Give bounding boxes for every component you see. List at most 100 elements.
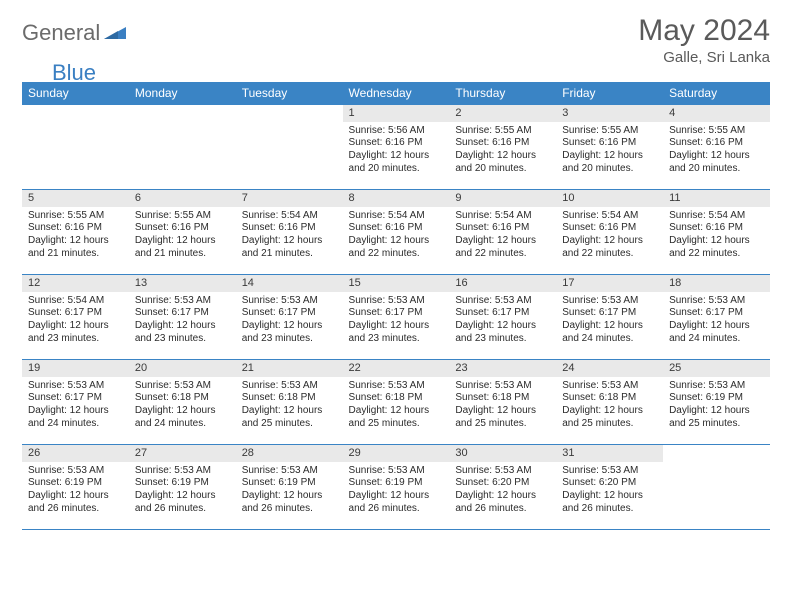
sunrise-line: Sunrise: 5:53 AM	[28, 465, 123, 478]
daylight-line: Daylight: 12 hours and 22 minutes.	[669, 235, 764, 261]
daylight-line: Daylight: 12 hours and 25 minutes.	[455, 405, 550, 431]
sunrise-line: Sunrise: 5:53 AM	[242, 465, 337, 478]
day-content-cell: Sunrise: 5:53 AMSunset: 6:19 PMDaylight:…	[343, 462, 450, 530]
day-number-cell: 15	[343, 275, 450, 292]
day-number-cell: 1	[343, 105, 450, 122]
daynum-row: 1234	[22, 105, 770, 122]
sunrise-line: Sunrise: 5:54 AM	[28, 295, 123, 308]
day-number-cell: 4	[663, 105, 770, 122]
calendar-table: SundayMondayTuesdayWednesdayThursdayFrid…	[22, 82, 770, 530]
day-content-cell: Sunrise: 5:53 AMSunset: 6:19 PMDaylight:…	[663, 377, 770, 445]
day-number-cell	[236, 105, 343, 122]
day-number-cell: 28	[236, 445, 343, 462]
day-number-cell: 27	[129, 445, 236, 462]
sunset-line: Sunset: 6:18 PM	[562, 392, 657, 405]
day-content-cell: Sunrise: 5:55 AMSunset: 6:16 PMDaylight:…	[22, 207, 129, 275]
day-number-cell: 20	[129, 360, 236, 377]
sunrise-line: Sunrise: 5:53 AM	[349, 465, 444, 478]
sunset-line: Sunset: 6:16 PM	[28, 222, 123, 235]
daylight-line: Daylight: 12 hours and 25 minutes.	[242, 405, 337, 431]
day-content-cell: Sunrise: 5:53 AMSunset: 6:17 PMDaylight:…	[343, 292, 450, 360]
day-content-cell: Sunrise: 5:53 AMSunset: 6:17 PMDaylight:…	[663, 292, 770, 360]
sunrise-line: Sunrise: 5:54 AM	[242, 210, 337, 223]
logo-text-general: General	[22, 20, 100, 46]
day-content-cell: Sunrise: 5:53 AMSunset: 6:18 PMDaylight:…	[556, 377, 663, 445]
daylight-line: Daylight: 12 hours and 21 minutes.	[242, 235, 337, 261]
day-number-cell: 22	[343, 360, 450, 377]
sunset-line: Sunset: 6:16 PM	[455, 137, 550, 150]
daylight-line: Daylight: 12 hours and 25 minutes.	[669, 405, 764, 431]
day-number-cell: 9	[449, 190, 556, 207]
day-content-cell: Sunrise: 5:55 AMSunset: 6:16 PMDaylight:…	[663, 122, 770, 190]
day-number-cell: 16	[449, 275, 556, 292]
daynum-row: 12131415161718	[22, 275, 770, 292]
sunrise-line: Sunrise: 5:53 AM	[455, 380, 550, 393]
day-content-cell: Sunrise: 5:53 AMSunset: 6:18 PMDaylight:…	[129, 377, 236, 445]
day-number-cell: 5	[22, 190, 129, 207]
day-content-cell: Sunrise: 5:53 AMSunset: 6:18 PMDaylight:…	[449, 377, 556, 445]
daylight-line: Daylight: 12 hours and 21 minutes.	[28, 235, 123, 261]
sunrise-line: Sunrise: 5:56 AM	[349, 125, 444, 138]
day-content-cell: Sunrise: 5:53 AMSunset: 6:17 PMDaylight:…	[129, 292, 236, 360]
day-content-cell: Sunrise: 5:53 AMSunset: 6:19 PMDaylight:…	[236, 462, 343, 530]
daylight-line: Daylight: 12 hours and 22 minutes.	[562, 235, 657, 261]
day-number-cell: 18	[663, 275, 770, 292]
content-row: Sunrise: 5:56 AMSunset: 6:16 PMDaylight:…	[22, 122, 770, 190]
daylight-line: Daylight: 12 hours and 24 minutes.	[669, 320, 764, 346]
day-number-cell: 21	[236, 360, 343, 377]
sunset-line: Sunset: 6:17 PM	[455, 307, 550, 320]
day-number-cell: 14	[236, 275, 343, 292]
sunrise-line: Sunrise: 5:53 AM	[349, 295, 444, 308]
daylight-line: Daylight: 12 hours and 26 minutes.	[562, 490, 657, 516]
logo-mark-icon	[104, 23, 126, 44]
sunset-line: Sunset: 6:16 PM	[562, 222, 657, 235]
day-number-cell	[129, 105, 236, 122]
sunset-line: Sunset: 6:16 PM	[349, 137, 444, 150]
sunrise-line: Sunrise: 5:53 AM	[242, 380, 337, 393]
sunrise-line: Sunrise: 5:53 AM	[135, 465, 230, 478]
day-number-cell: 10	[556, 190, 663, 207]
day-content-cell: Sunrise: 5:53 AMSunset: 6:19 PMDaylight:…	[22, 462, 129, 530]
content-row: Sunrise: 5:55 AMSunset: 6:16 PMDaylight:…	[22, 207, 770, 275]
sunset-line: Sunset: 6:16 PM	[562, 137, 657, 150]
day-content-cell: Sunrise: 5:54 AMSunset: 6:16 PMDaylight:…	[556, 207, 663, 275]
sunrise-line: Sunrise: 5:55 AM	[28, 210, 123, 223]
day-content-cell: Sunrise: 5:53 AMSunset: 6:17 PMDaylight:…	[236, 292, 343, 360]
day-content-cell: Sunrise: 5:55 AMSunset: 6:16 PMDaylight:…	[449, 122, 556, 190]
page-title: May 2024	[638, 14, 770, 48]
sunrise-line: Sunrise: 5:53 AM	[669, 380, 764, 393]
sunset-line: Sunset: 6:20 PM	[562, 477, 657, 490]
sunset-line: Sunset: 6:17 PM	[28, 307, 123, 320]
daylight-line: Daylight: 12 hours and 25 minutes.	[349, 405, 444, 431]
day-number-cell	[22, 105, 129, 122]
sunset-line: Sunset: 6:18 PM	[349, 392, 444, 405]
day-content-cell: Sunrise: 5:54 AMSunset: 6:17 PMDaylight:…	[22, 292, 129, 360]
sunrise-line: Sunrise: 5:53 AM	[669, 295, 764, 308]
day-content-cell: Sunrise: 5:53 AMSunset: 6:18 PMDaylight:…	[343, 377, 450, 445]
sunrise-line: Sunrise: 5:54 AM	[455, 210, 550, 223]
day-content-cell: Sunrise: 5:55 AMSunset: 6:16 PMDaylight:…	[129, 207, 236, 275]
sunrise-line: Sunrise: 5:55 AM	[669, 125, 764, 138]
day-number-cell: 25	[663, 360, 770, 377]
day-number-cell: 6	[129, 190, 236, 207]
day-number-cell: 8	[343, 190, 450, 207]
day-number-cell	[663, 445, 770, 462]
sunset-line: Sunset: 6:17 PM	[242, 307, 337, 320]
day-number-cell: 3	[556, 105, 663, 122]
sunrise-line: Sunrise: 5:53 AM	[455, 295, 550, 308]
sunrise-line: Sunrise: 5:53 AM	[242, 295, 337, 308]
daynum-row: 19202122232425	[22, 360, 770, 377]
sunset-line: Sunset: 6:16 PM	[669, 222, 764, 235]
logo-text-blue: Blue	[52, 60, 96, 85]
sunrise-line: Sunrise: 5:55 AM	[455, 125, 550, 138]
daylight-line: Daylight: 12 hours and 25 minutes.	[562, 405, 657, 431]
day-number-cell: 23	[449, 360, 556, 377]
sunset-line: Sunset: 6:19 PM	[135, 477, 230, 490]
day-content-cell	[129, 122, 236, 190]
daylight-line: Daylight: 12 hours and 22 minutes.	[455, 235, 550, 261]
sunset-line: Sunset: 6:17 PM	[135, 307, 230, 320]
sunset-line: Sunset: 6:19 PM	[28, 477, 123, 490]
sunset-line: Sunset: 6:16 PM	[349, 222, 444, 235]
daylight-line: Daylight: 12 hours and 26 minutes.	[349, 490, 444, 516]
day-number-cell: 26	[22, 445, 129, 462]
